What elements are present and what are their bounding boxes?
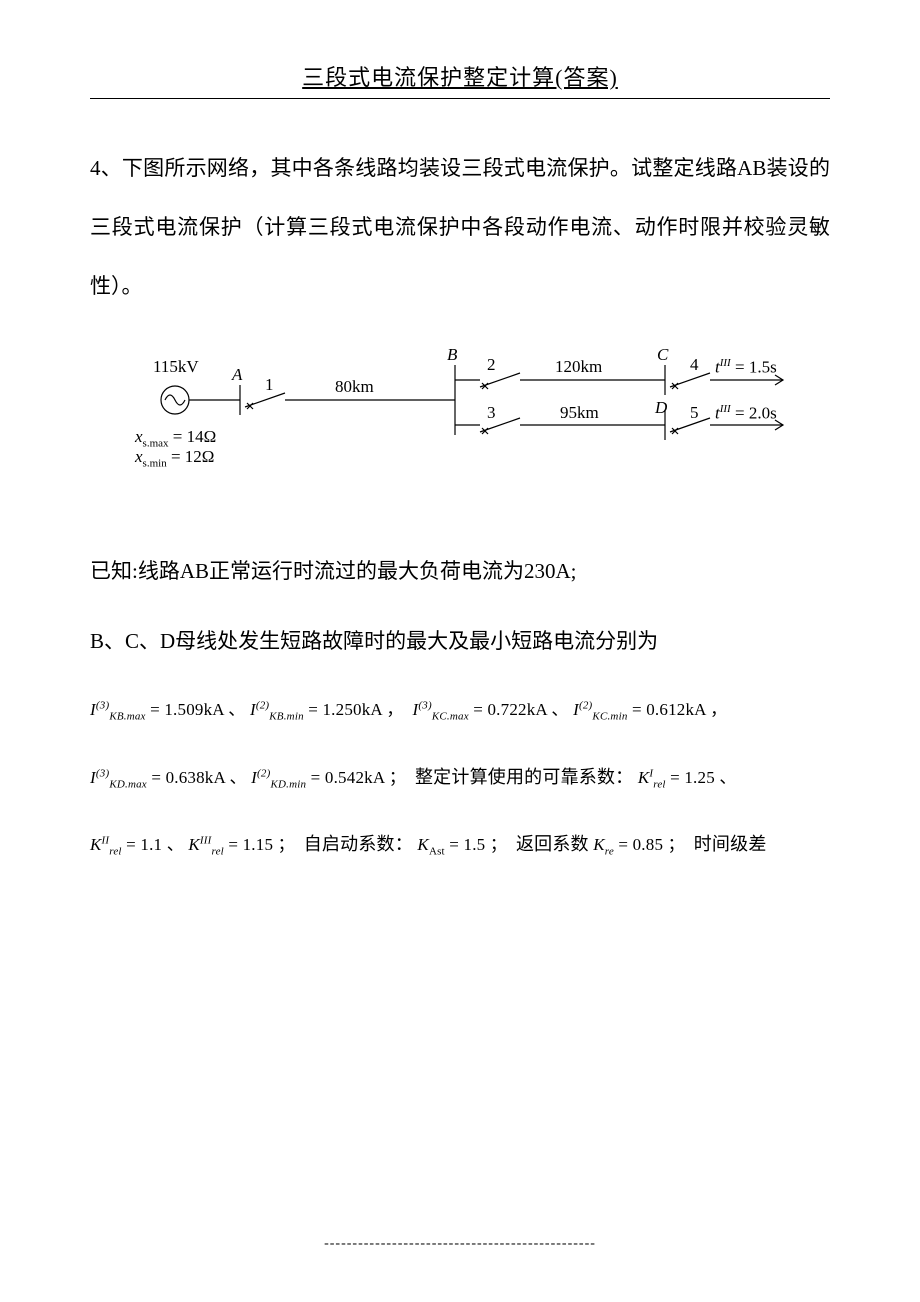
node-a: A <box>232 365 242 385</box>
len-bd: 95km <box>560 403 599 423</box>
len-ab: 80km <box>335 377 374 397</box>
breaker-1: 1 <box>265 375 274 395</box>
eq-line-1: I(3)KB.max = 1.509kA 、 I(2)KB.min = 1.25… <box>90 695 830 722</box>
xs-min: xs.min = 12Ω <box>135 447 214 469</box>
voltage-label: 115kV <box>153 357 199 377</box>
eq-line-3: KIIrel = 1.1 、 KIIIrel = 1.15 ； 自启动系数： K… <box>90 830 830 857</box>
eq-line-2: I(3)KD.max = 0.638kA 、 I(2)KD.min = 0.54… <box>90 763 830 790</box>
given-2: B、C、D母线处发生短路故障时的最大及最小短路电流分别为 <box>90 625 830 655</box>
breaker-3: 3 <box>487 403 496 423</box>
t4-label: tIII = 1.5s <box>715 357 777 378</box>
footer-dashes: ----------------------------------------… <box>0 1236 920 1252</box>
circuit-diagram: 115kV A 1 80km B 2 120km C 4 3 95km D 5 … <box>135 345 785 515</box>
breaker-4: 4 <box>690 355 699 375</box>
given-1: 已知:线路AB正常运行时流过的最大负荷电流为230A; <box>90 555 830 585</box>
page-title: 三段式电流保护整定计算(答案) <box>90 60 830 92</box>
node-c: C <box>657 345 668 365</box>
breaker-5: 5 <box>690 403 699 423</box>
t5-label: tIII = 2.0s <box>715 403 777 424</box>
breaker-2: 2 <box>487 355 496 375</box>
node-d: D <box>655 398 667 418</box>
title-rule <box>90 98 830 99</box>
node-b: B <box>447 345 457 365</box>
len-bc: 120km <box>555 357 602 377</box>
problem-statement: 4、下图所示网络，其中各条线路均装设三段式电流保护。试整定线路AB装设的三段式电… <box>90 139 830 315</box>
